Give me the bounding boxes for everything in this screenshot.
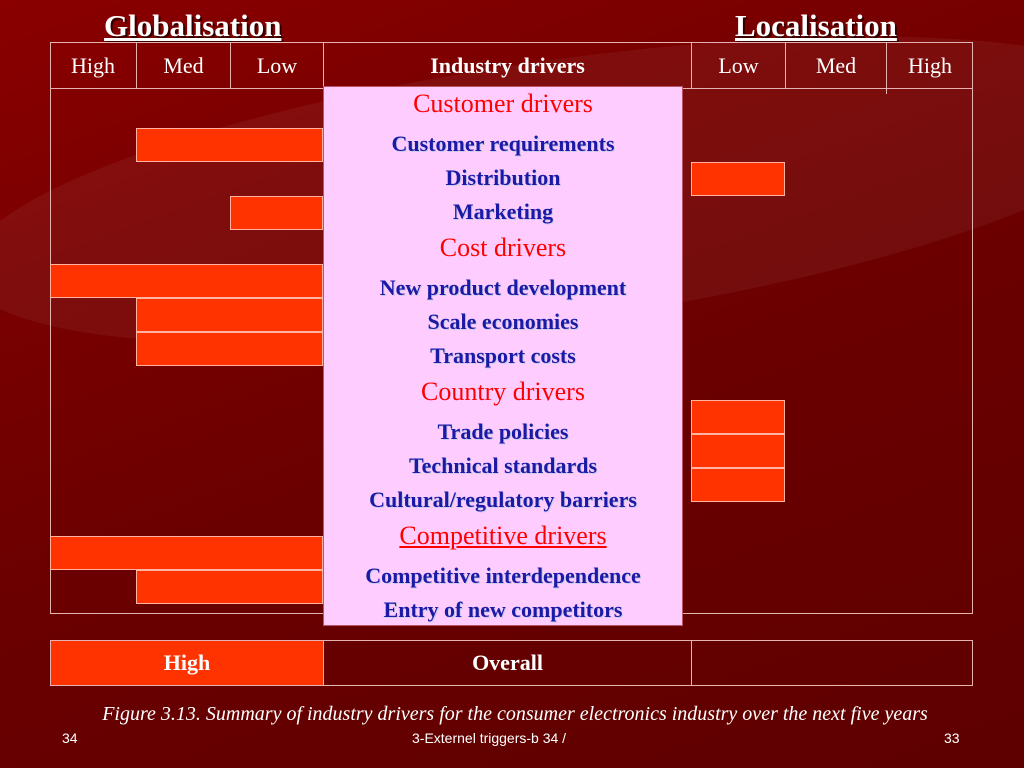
driver-bar xyxy=(136,298,323,332)
divider xyxy=(691,42,692,89)
overall-row xyxy=(50,640,973,686)
divider xyxy=(323,640,324,686)
header-loc-low: Low xyxy=(718,53,759,78)
industry-drivers-panel: Customer drivers Customer requirements D… xyxy=(323,86,683,626)
overall-value: High xyxy=(163,650,211,675)
localisation-title: Localisation xyxy=(735,8,897,43)
driver-distribution: Distribution xyxy=(445,165,561,190)
driver-marketing: Marketing xyxy=(452,199,554,224)
driver-bar xyxy=(691,400,785,434)
driver-bar xyxy=(136,128,323,162)
header-glob-low: Low xyxy=(256,53,298,78)
divider xyxy=(136,42,137,89)
driver-bar xyxy=(136,332,323,366)
divider xyxy=(886,42,887,94)
driver-bar xyxy=(136,570,323,604)
driver-technical-standards: Technical standards xyxy=(408,453,598,478)
driver-entry-of-new-competitors: Entry of new competitors xyxy=(383,597,623,622)
driver-bar xyxy=(691,468,785,502)
divider xyxy=(323,42,324,89)
driver-bar xyxy=(50,536,323,570)
driver-bar xyxy=(691,434,785,468)
overall-label: Overall xyxy=(472,650,543,675)
footer-center: 3-Externel triggers-b 34 / xyxy=(412,730,567,746)
driver-new-product-development: New product development xyxy=(379,275,627,300)
group-competitive-drivers: Competitive drivers xyxy=(399,521,607,550)
divider xyxy=(691,640,692,686)
driver-cultural-regulatory-barriers: Cultural/regulatory barriers xyxy=(369,487,637,512)
driver-bar xyxy=(50,264,323,298)
group-customer-drivers: Customer drivers xyxy=(413,89,593,118)
header-glob-med: Med xyxy=(163,53,204,78)
overall-bar xyxy=(51,641,323,685)
driver-bar xyxy=(230,196,323,230)
header-industry-drivers: Industry drivers xyxy=(430,53,585,78)
driver-bar xyxy=(691,162,785,196)
driver-scale-economies: Scale economies xyxy=(427,309,579,334)
header-loc-high: High xyxy=(908,53,952,78)
driver-competitive-interdependence: Competitive interdependence xyxy=(365,563,641,588)
header-glob-high: High xyxy=(71,53,115,78)
footer-left: 34 xyxy=(62,730,78,746)
driver-transport-costs: Transport costs xyxy=(430,343,576,368)
divider xyxy=(230,42,231,89)
overall-right-value xyxy=(692,640,973,686)
header-loc-med: Med xyxy=(815,53,857,78)
driver-customer-requirements: Customer requirements xyxy=(391,131,615,156)
footer-right: 33 xyxy=(944,730,960,746)
driver-trade-policies: Trade policies xyxy=(437,419,569,444)
group-cost-drivers: Cost drivers xyxy=(439,233,567,262)
globalisation-title: Globalisation xyxy=(104,8,282,43)
divider xyxy=(785,42,786,89)
group-country-drivers: Country drivers xyxy=(421,377,585,406)
figure-caption: Figure 3.13. Summary of industry drivers… xyxy=(102,703,928,725)
